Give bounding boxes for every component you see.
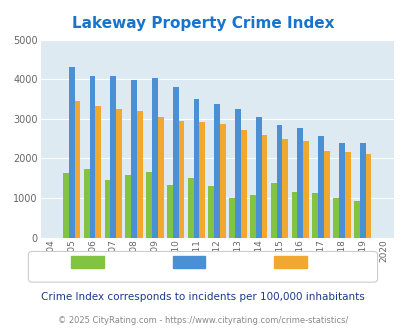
Text: Lakeway Property Crime Index: Lakeway Property Crime Index [72, 16, 333, 31]
Bar [291, 192, 297, 238]
Text: Texas: Texas [213, 256, 247, 269]
Bar [240, 130, 246, 238]
Bar [249, 195, 255, 238]
Bar [318, 136, 323, 238]
Bar [282, 139, 288, 238]
Bar [193, 99, 199, 238]
Bar [146, 172, 151, 238]
Bar [270, 182, 276, 238]
Bar [131, 80, 136, 238]
Bar [234, 109, 240, 238]
Bar [229, 198, 234, 238]
Bar [297, 128, 303, 238]
Bar [63, 174, 69, 238]
Bar [208, 186, 214, 238]
Bar [333, 198, 338, 238]
Bar [199, 121, 205, 238]
Bar [172, 87, 178, 238]
Bar [69, 67, 75, 238]
Bar [136, 111, 143, 238]
Bar [83, 170, 90, 238]
Bar [276, 125, 282, 238]
Bar [214, 104, 220, 238]
Bar [255, 117, 261, 238]
Bar [303, 141, 308, 238]
Bar [116, 109, 122, 238]
Bar [166, 184, 172, 238]
Bar [125, 176, 131, 238]
Bar [110, 76, 116, 238]
Bar [344, 152, 350, 238]
Bar [158, 117, 163, 238]
Bar [359, 143, 364, 238]
Bar [364, 154, 371, 238]
Bar [261, 135, 267, 238]
Text: National: National [314, 256, 366, 269]
Text: © 2025 CityRating.com - https://www.cityrating.com/crime-statistics/: © 2025 CityRating.com - https://www.city… [58, 315, 347, 325]
Bar [311, 193, 318, 238]
Bar [220, 123, 225, 238]
Bar [178, 121, 184, 238]
Text: Lakeway: Lakeway [111, 256, 166, 269]
Bar [95, 106, 101, 238]
Text: Crime Index corresponds to incidents per 100,000 inhabitants: Crime Index corresponds to incidents per… [41, 292, 364, 302]
Bar [90, 77, 95, 238]
Bar [187, 178, 193, 238]
Bar [353, 201, 359, 238]
Bar [338, 143, 344, 238]
Bar [323, 151, 329, 238]
Bar [104, 180, 110, 238]
Bar [75, 101, 80, 238]
Bar [151, 79, 158, 238]
